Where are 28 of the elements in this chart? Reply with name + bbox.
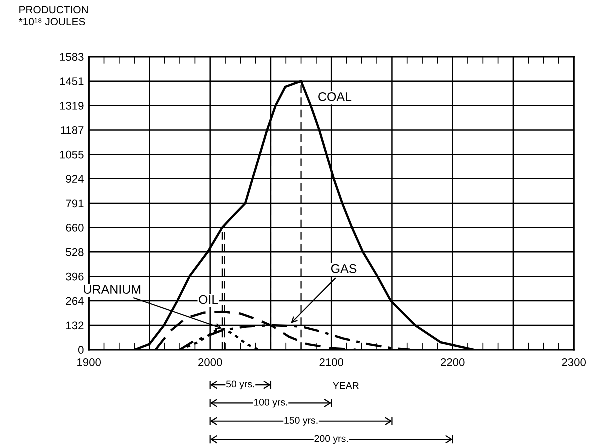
text: 150 yrs. <box>284 417 318 426</box>
y-tick-label: 528 <box>66 248 84 256</box>
text: 100 yrs. <box>254 398 288 408</box>
y-tick-label: 1187 <box>61 126 84 134</box>
y-tick-label: 264 <box>66 297 84 306</box>
series-label: COAL <box>318 92 352 102</box>
x-tick-label: 2200 <box>441 358 465 366</box>
y-tick-label: 1055 <box>60 150 84 159</box>
text: 50 yrs. <box>226 380 254 390</box>
y-tick-label: 1319 <box>60 102 84 110</box>
text: 200 yrs. <box>314 435 348 444</box>
y-tick-label: 132 <box>66 322 84 330</box>
y-tick-label: 1583 <box>60 53 84 62</box>
x-tick-label: 2100 <box>320 358 344 366</box>
x-tick-label: 1900 <box>78 358 102 366</box>
y-tick-label: 660 <box>66 224 84 232</box>
y-tick-label: 396 <box>66 272 84 281</box>
y-tick-label: 0 <box>78 346 84 354</box>
x-tick-label: 2300 <box>562 358 586 366</box>
x-tick-label: 2000 <box>198 358 222 366</box>
y-tick-label: 791 <box>66 200 84 208</box>
series-label: OIL <box>199 295 218 304</box>
text: URANIUM <box>84 285 141 294</box>
y-tick-label: 924 <box>66 175 84 184</box>
text: GAS <box>331 264 357 274</box>
y-tick-label: 1451 <box>60 78 84 86</box>
x-axis-title: YEAR <box>333 382 359 390</box>
y-axis-title: PRODUCTION *10¹⁸ JOULES <box>18 6 88 26</box>
